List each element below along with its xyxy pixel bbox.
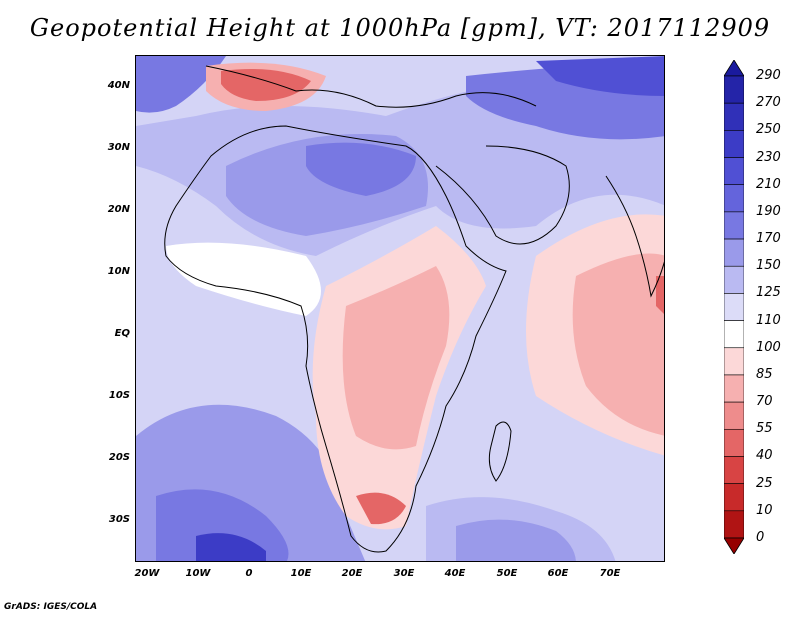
lat-label-eq: EQ bbox=[114, 328, 130, 339]
colorbar-label: 110 bbox=[756, 312, 781, 328]
colorbar-segment bbox=[724, 130, 744, 158]
south-atlantic-deep bbox=[156, 489, 289, 561]
indian-ocean-red-mid bbox=[572, 253, 664, 436]
colorbar-label: 10 bbox=[756, 502, 773, 518]
lat-label-10n: 10N bbox=[107, 266, 130, 277]
madagascar-coastline bbox=[488, 421, 512, 482]
colorbar-label: 0 bbox=[756, 530, 765, 545]
lon-label-10e: 10E bbox=[290, 568, 312, 579]
lon-label-60e: 60E bbox=[547, 568, 569, 579]
colorbar-segment bbox=[724, 510, 744, 539]
lon-label-20w: 20W bbox=[134, 568, 160, 579]
colorbar-label: 230 bbox=[756, 149, 781, 165]
colorbar-segment bbox=[724, 238, 744, 267]
south-indian-mid bbox=[456, 519, 576, 561]
west-coast-white bbox=[166, 242, 321, 316]
med-red-strong bbox=[221, 68, 311, 101]
colorbar-segment bbox=[724, 456, 744, 484]
colorbar-label: 250 bbox=[756, 122, 781, 138]
lon-label-30e: 30E bbox=[393, 568, 415, 579]
colorbar-segment bbox=[724, 265, 744, 294]
colorbar-segment bbox=[724, 157, 744, 186]
africa-south-red bbox=[356, 492, 406, 525]
northeast-deep bbox=[536, 56, 664, 96]
colorbar-label: 125 bbox=[756, 285, 781, 301]
colorbar-segment bbox=[724, 347, 744, 376]
lat-label-20s: 20S bbox=[108, 452, 130, 463]
arabia-coastline bbox=[435, 145, 570, 245]
lon-label-70e: 70E bbox=[599, 568, 621, 579]
colorbar-label: 170 bbox=[756, 231, 781, 247]
colorbar-label: 210 bbox=[756, 176, 781, 192]
africa-coastline bbox=[164, 125, 507, 553]
lon-label-10w: 10W bbox=[185, 568, 211, 579]
chart-title: Geopotential Height at 1000hPa [gpm], VT… bbox=[29, 14, 771, 42]
colorbar-label: 70 bbox=[756, 394, 773, 410]
north-atlantic-blue bbox=[136, 56, 226, 113]
colorbar-bottom-tip bbox=[724, 537, 744, 554]
sahara-deep bbox=[306, 142, 416, 196]
colorbar-label: 190 bbox=[756, 203, 781, 219]
map-panel bbox=[135, 55, 665, 562]
colorbar-label: 40 bbox=[756, 448, 773, 464]
lat-label-40n: 40N bbox=[107, 80, 130, 91]
colorbar-segment bbox=[724, 102, 744, 131]
lat-label-30n: 30N bbox=[107, 142, 130, 153]
africa-red-mid bbox=[342, 266, 450, 450]
lat-label-10s: 10S bbox=[108, 390, 130, 401]
colorbar-label: 85 bbox=[756, 366, 773, 382]
grads-credit: GrADS: IGES/COLA bbox=[4, 602, 98, 612]
lon-label-20e: 20E bbox=[341, 568, 363, 579]
colorbar-label: 100 bbox=[756, 339, 781, 355]
colorbar-segment bbox=[724, 483, 744, 512]
lon-label-40e: 40E bbox=[444, 568, 466, 579]
colorbar-label: 290 bbox=[756, 68, 781, 83]
colorbar-segment bbox=[724, 211, 744, 240]
lon-label-50e: 50E bbox=[496, 568, 518, 579]
colorbar-segment bbox=[724, 320, 744, 349]
colorbar-label: 270 bbox=[756, 95, 781, 111]
colorbar-segment bbox=[724, 293, 744, 321]
lat-label-30s: 30S bbox=[108, 514, 130, 525]
colorbar-segment bbox=[724, 401, 744, 430]
colorbar-segment bbox=[724, 184, 744, 213]
colorbar-segment bbox=[724, 374, 744, 403]
india-red bbox=[656, 276, 664, 314]
europe-coastline bbox=[205, 65, 537, 108]
colorbar-label: 150 bbox=[756, 258, 781, 274]
map-svg bbox=[136, 56, 664, 561]
south-atlantic-darkest bbox=[196, 533, 266, 561]
colorbar-label: 25 bbox=[756, 475, 773, 491]
colorbar-segment bbox=[724, 75, 744, 104]
lat-label-20n: 20N bbox=[107, 204, 130, 215]
colorbar bbox=[724, 60, 744, 554]
india-coastline bbox=[605, 175, 664, 298]
colorbar-label: 55 bbox=[756, 421, 773, 437]
lon-label-0: 0 bbox=[245, 568, 253, 579]
colorbar-segment bbox=[724, 428, 744, 457]
colorbar-top-tip bbox=[724, 60, 744, 77]
